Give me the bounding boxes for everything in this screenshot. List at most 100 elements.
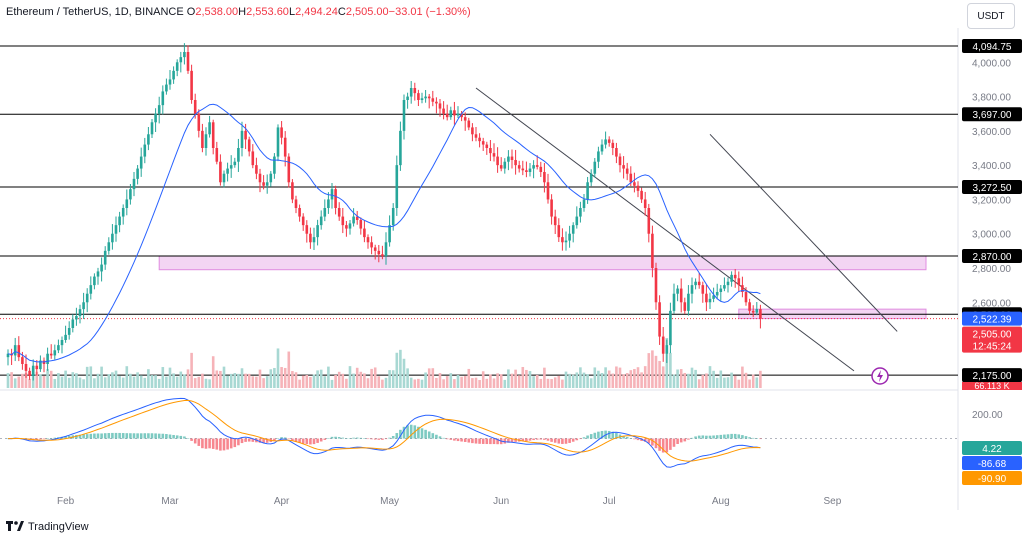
volume-bar: [460, 376, 463, 388]
price-tick-label: 2,600.00: [972, 298, 1011, 309]
volume-bar: [370, 368, 373, 388]
macd-hist-bar: [237, 438, 240, 446]
volume-bar: [438, 373, 442, 388]
macd-hist-bar: [111, 432, 114, 439]
volume-bar: [683, 372, 687, 388]
volume-bar: [575, 372, 579, 388]
macd-hist-bar: [643, 438, 647, 442]
candle-body: [114, 225, 118, 234]
volume-bar: [341, 373, 345, 388]
level-tag-3: 2,870.00: [973, 252, 1012, 263]
currency-button[interactable]: USDT: [967, 3, 1015, 29]
volume-bar: [514, 369, 517, 388]
volume-bar: [93, 378, 96, 388]
candle-body: [28, 370, 31, 376]
time-axis[interactable]: Feb Mar Apr May Jun Jul Aug Sep: [57, 496, 842, 507]
volume-bar: [467, 368, 471, 388]
volume-bar: [550, 379, 553, 388]
volume-bar: [726, 377, 730, 388]
volume-bar: [190, 352, 193, 388]
candle-body: [355, 216, 359, 220]
macd-line[interactable]: [8, 397, 761, 468]
alert-icon[interactable]: [871, 367, 889, 385]
candle-body: [669, 310, 672, 346]
candle-body: [31, 365, 35, 376]
volume-bar: [78, 377, 82, 388]
volume-bar: [424, 372, 427, 388]
macd-hist-bar: [438, 436, 442, 439]
candle-body: [427, 96, 431, 99]
macd-hist-bar: [546, 438, 550, 441]
price-axis[interactable]: 4,000.00 3,800.00 3,600.00 3,400.00 3,200.00…: [972, 58, 1011, 309]
macd-hist-bar: [539, 438, 543, 440]
macd-hist-bar: [611, 431, 615, 439]
volume-bar: [82, 379, 85, 388]
symbol-title[interactable]: Ethereum / TetherUS, 1D, BINANCE: [6, 6, 184, 18]
macd-hist-bar: [334, 436, 337, 439]
volume-bar: [168, 367, 172, 388]
level-tag-1-bg: [962, 107, 1022, 122]
macd-hist-bar: [125, 433, 129, 439]
support-zone-0[interactable]: [158, 255, 927, 271]
macd-hist-bar: [395, 433, 399, 439]
macd-hist-bar: [417, 426, 420, 439]
candle-body: [222, 173, 226, 183]
candle-body: [211, 122, 215, 148]
moving-average-line[interactable]: [7, 103, 761, 363]
macd-hist-bar: [215, 438, 219, 450]
volume-bar: [35, 371, 39, 388]
macd-hist-bar: [222, 438, 226, 451]
signal-line[interactable]: [8, 399, 761, 462]
macd-hist-bar: [64, 436, 67, 439]
macd-hist-bar: [251, 438, 255, 442]
volume-bar: [319, 369, 323, 388]
candle-body: [705, 293, 708, 303]
macd-hist-bar: [726, 434, 730, 439]
macd-hist-bar: [445, 438, 449, 440]
macd-hist-bar: [150, 433, 154, 439]
trendline-1[interactable]: [709, 133, 898, 332]
volume-bar: [571, 374, 575, 388]
volume-bar: [64, 370, 67, 388]
macd-hist-bar: [46, 438, 49, 440]
macd-hist-bar: [582, 437, 586, 439]
volume-bar: [474, 377, 478, 388]
volume-bar: [359, 371, 363, 388]
tradingview-logo[interactable]: TradingView: [6, 520, 89, 534]
macd-hist-bar: [273, 438, 276, 441]
volume-bar: [294, 372, 298, 388]
candle-body: [665, 345, 669, 354]
macd-hist-bar: [49, 438, 53, 439]
volume-bar: [337, 371, 341, 388]
volume-bar: [150, 375, 154, 388]
candle-body: [251, 151, 255, 166]
volume-bar: [13, 378, 17, 388]
macd-hist-bar: [355, 437, 359, 439]
candle-body: [471, 127, 474, 135]
macd-hist-bar: [391, 436, 395, 439]
volume-bar: [723, 377, 726, 388]
macd-hist-bar: [672, 438, 676, 447]
macd-hist-bar: [550, 438, 553, 442]
last-price-tag: 2,505.00: [973, 330, 1012, 341]
trendline-0[interactable]: [475, 87, 855, 372]
volume-bar: [6, 373, 10, 388]
macd-hist-bar: [107, 433, 111, 439]
macd-hist-bar: [85, 434, 89, 439]
macd-hist-bar: [489, 438, 492, 445]
candle-body: [503, 161, 507, 169]
candle-body: [237, 148, 240, 162]
candle-body: [183, 52, 186, 58]
macd-hist-bar: [744, 436, 748, 439]
volume-bar: [658, 360, 661, 388]
macd-hist-bar: [633, 438, 636, 440]
candle-body: [391, 208, 395, 226]
macd-hist-bar: [377, 438, 381, 440]
volume-bar: [643, 366, 647, 388]
time-tick-label: Aug: [712, 496, 730, 507]
macd-hist-bar: [240, 438, 244, 444]
macd-hist-bar: [478, 438, 481, 444]
candle-body: [35, 365, 39, 370]
candle-body: [463, 117, 467, 121]
